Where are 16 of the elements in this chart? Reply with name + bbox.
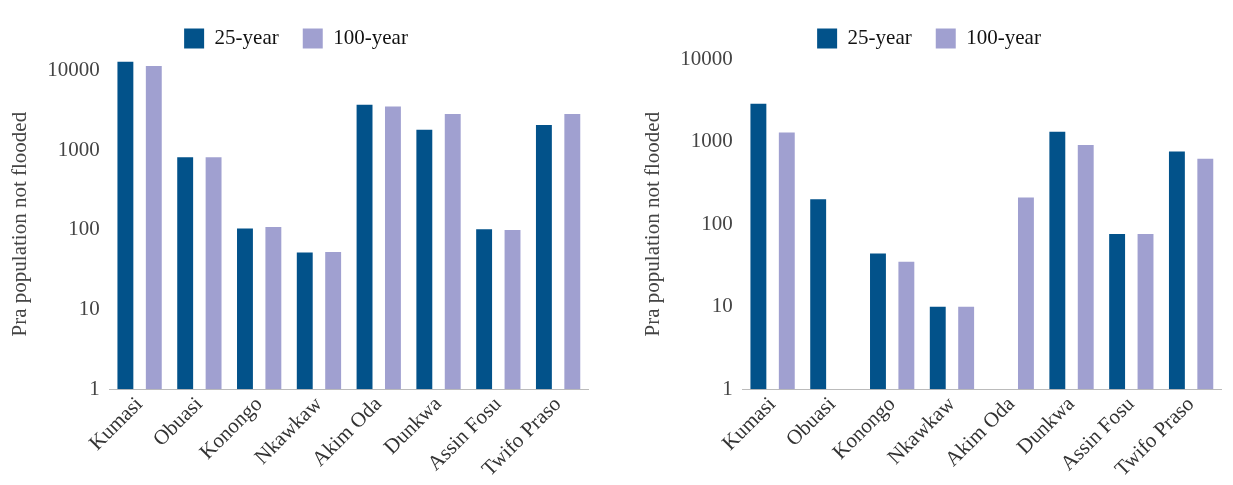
y-tick-label: 100 [701,210,733,235]
y-tick-label: 10000 [680,45,733,70]
y-tick-label: 10000 [47,57,100,82]
legend-label: 100-year [966,25,1041,50]
y-tick-label: 1000 [57,136,100,161]
y-tick-label: 1 [89,375,100,400]
y-tick-label: 10 [78,296,100,321]
y-tick-label: 100 [68,216,100,241]
legend-label: 25-year [847,25,912,50]
y-tick-label: 10 [711,293,733,318]
legend-label: 25-year [214,25,279,50]
y-axis-title: Pra population not flooded [7,111,32,337]
legend-label: 100-year [333,25,408,50]
y-tick-label: 1000 [690,128,733,153]
y-axis-title: Pra population not flooded [640,111,665,337]
y-tick-label: 1 [722,375,733,400]
